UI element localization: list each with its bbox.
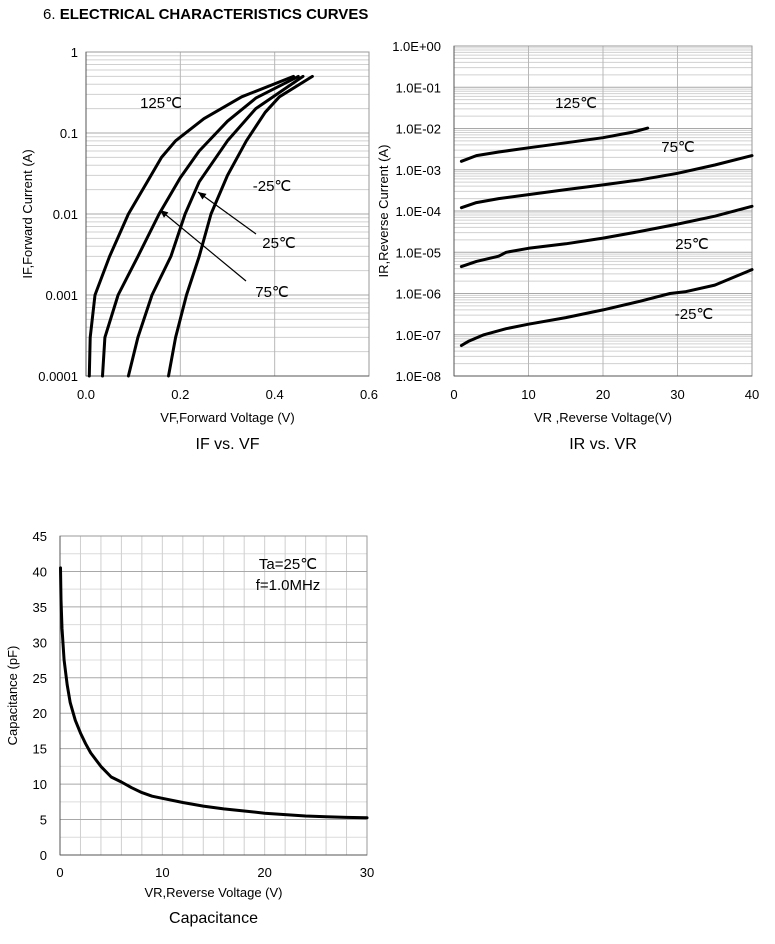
annotation-label: f=1.0MHz (256, 577, 321, 594)
x-tick-label: 0 (450, 387, 457, 402)
y-axis-label: IF,Forward Current (A) (20, 149, 35, 278)
chart-2: 0 10 20 30 40 1.0E-08 1.0E-07 1.0E-06 1.0E-05 1.0… (376, 39, 759, 453)
series-line (167, 74, 314, 378)
x-tick-label: 0.6 (360, 387, 378, 402)
y-tick-label: 30 (33, 635, 47, 650)
y-tick-label: 1.0E-04 (395, 204, 441, 219)
annotation-arrow (197, 191, 257, 235)
x-tick-label: 40 (745, 387, 759, 402)
section-title: ELECTRICAL CHARACTERISTICS CURVES (59, 6, 369, 23)
y-tick-label: 10 (33, 777, 47, 792)
x-tick-label: 0.4 (266, 387, 284, 402)
annotation-label: 125℃ (140, 95, 182, 112)
y-axis-label: Capacitance (pF) (5, 646, 20, 746)
y-tick-label: 1.0E-03 (395, 163, 441, 178)
annotation-label: 125℃ (555, 95, 597, 112)
y-tick-label: 1.0E-07 (395, 328, 441, 343)
y-tick-label: 1.0E-01 (395, 80, 441, 95)
y-tick-label: 45 (33, 529, 47, 544)
x-tick-label: 0 (56, 865, 63, 880)
x-tick-label: 30 (670, 387, 684, 402)
x-axis-label: VF,Forward Voltage (V) (160, 410, 294, 425)
x-tick-label: 10 (155, 865, 169, 880)
annotation-label: 25℃ (262, 235, 296, 252)
chart-3: 0 10 20 30 0 5 10 15 20 25 30 35 40 45 VR,Reverse Volt… (5, 529, 374, 927)
chart-title: IR vs. VR (569, 436, 637, 453)
series-line (87, 74, 295, 378)
y-tick-label: 1.0E-05 (395, 245, 441, 260)
y-axis-label: IR,Reverse Current (A) (376, 145, 391, 278)
y-tick-label: 1.0E+00 (392, 39, 441, 54)
section-heading: 6. ELECTRICAL CHARACTERISTICS CURVES (43, 6, 368, 23)
y-tick-label: 0.001 (45, 288, 78, 303)
y-tick-label: 1 (71, 45, 78, 60)
x-tick-label: 30 (360, 865, 374, 880)
y-tick-label: 35 (33, 600, 47, 615)
y-tick-label: 15 (33, 742, 47, 757)
annotation-label: -25℃ (675, 306, 714, 323)
y-tick-label: 1.0E-08 (395, 369, 441, 384)
y-tick-label: 0.01 (53, 207, 78, 222)
series-line (101, 74, 300, 378)
y-tick-label: 0 (40, 848, 47, 863)
x-tick-label: 20 (257, 865, 271, 880)
y-tick-label: 25 (33, 671, 47, 686)
series-line (459, 154, 754, 210)
annotation-label: 75℃ (255, 284, 289, 301)
annotation-label: 75℃ (661, 139, 695, 156)
annotation-label: -25℃ (253, 178, 292, 195)
x-tick-label: 10 (521, 387, 535, 402)
chart-title: IF vs. VF (196, 436, 260, 453)
annotation-arrow (159, 209, 247, 282)
y-tick-label: 0.0001 (38, 369, 78, 384)
y-tick-label: 40 (33, 564, 47, 579)
x-tick-label: 0.2 (171, 387, 189, 402)
x-axis-label: VR,Reverse Voltage (V) (144, 885, 282, 900)
annotation-label: Ta=25℃ (259, 556, 317, 573)
y-tick-label: 0.1 (60, 126, 78, 141)
chart-title: Capacitance (169, 910, 258, 927)
arrowhead (160, 210, 169, 218)
y-tick-label: 20 (33, 706, 47, 721)
chart-1: 0.0 0.2 0.4 0.6 0.0001 0.001 0.01 0.1 1 VF,Forwar… (20, 45, 378, 453)
arrowhead (198, 192, 207, 200)
y-tick-label: 5 (40, 813, 47, 828)
series-line (59, 566, 369, 820)
series-line (459, 126, 650, 163)
y-tick-label: 1.0E-06 (395, 287, 441, 302)
y-tick-label: 1.0E-02 (395, 122, 441, 137)
series-line (459, 204, 754, 269)
x-axis-label: VR ,Reverse Voltage(V) (534, 410, 672, 425)
x-tick-label: 0.0 (77, 387, 95, 402)
series-line (126, 74, 305, 378)
section-number: 6. (43, 6, 56, 23)
annotation-label: 25℃ (675, 236, 709, 253)
x-tick-label: 20 (596, 387, 610, 402)
series-line (459, 268, 754, 347)
